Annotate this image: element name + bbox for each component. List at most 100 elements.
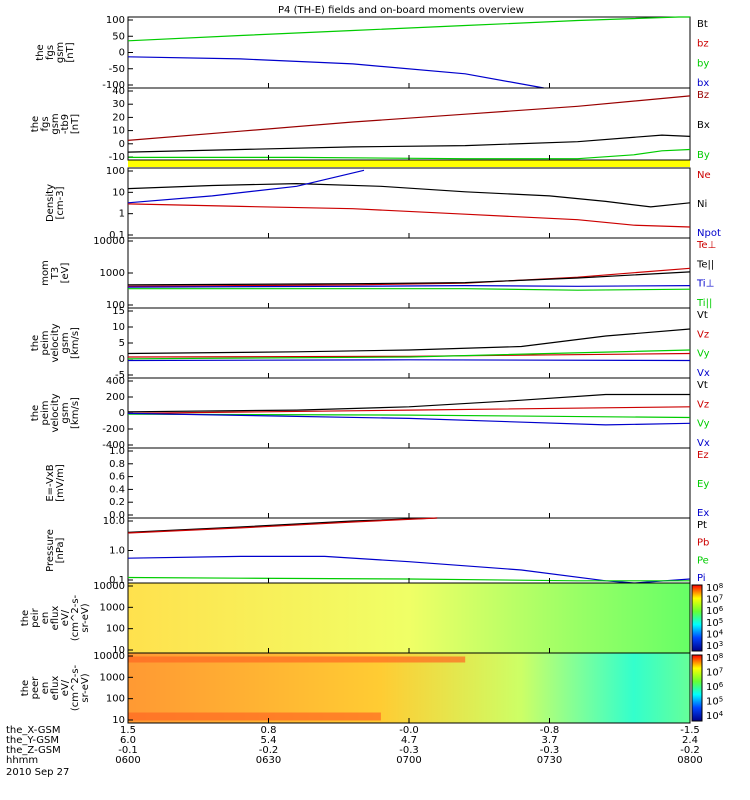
x-row-value: 1.5 <box>120 725 136 736</box>
y-tick-label: 1000 <box>100 602 125 613</box>
y-tick-label: 20 <box>112 112 125 123</box>
legend-entry: Bz <box>697 90 709 101</box>
y-tick-label: 10000 <box>93 651 125 662</box>
date-label: 2010 Sep 27 <box>6 767 69 778</box>
x-axis-ephemeris: the_X-GSM 1.5 0.8 -0.0 -0.8 -1.5 the_Y-GSM 6.0 5… <box>6 725 703 766</box>
panel-4: 10000 1000 100 momT3[eV] Te⊥ Te|| Ti⊥ Ti|| <box>40 236 716 311</box>
x-row-value: 4.7 <box>401 735 417 746</box>
series-Vx <box>127 412 691 426</box>
y-tick-label: -50 <box>109 64 125 75</box>
y-axis-label: thepeimvelocitygsm[km/s] <box>30 393 81 432</box>
legend-entry: Vy <box>697 419 710 430</box>
series-bx <box>127 56 545 89</box>
y-tick-label: 0 <box>119 408 125 419</box>
y-tick-label: 30 <box>112 99 125 110</box>
legend-entry: Vt <box>697 310 708 321</box>
x-row-label: the_Z-GSM <box>6 745 61 756</box>
legend-entry: Ex <box>697 508 709 519</box>
legend-entry: Vy <box>697 349 710 360</box>
series-Vx <box>127 359 691 362</box>
y-axis-label: E=-VxB[mV/m] <box>45 464 66 502</box>
heatmap-area <box>128 583 690 653</box>
panel-frame <box>127 87 691 161</box>
legend-entry: Pe <box>697 555 709 566</box>
heatmap-band <box>128 656 466 663</box>
x-row-value: 0730 <box>537 755 562 766</box>
x-row-value: 6.0 <box>120 735 136 746</box>
y-tick-label: 100 <box>106 166 125 177</box>
x-row-value: 0630 <box>256 755 281 766</box>
panel-8: 10.0 1.0 0.1 Pressure[nPa] Pt Pb Pe Pi <box>45 516 709 586</box>
y-tick-label: 0 <box>119 354 125 365</box>
legend-entry: Te|| <box>696 259 714 270</box>
colorbar-tick-label: 107 <box>706 667 723 679</box>
x-row-value: -0.2 <box>680 745 700 756</box>
y-tick-label: 100 <box>106 300 125 311</box>
x-row-value: 0600 <box>115 755 140 766</box>
y-tick-label: 10 <box>112 645 125 656</box>
x-row-value: 5.4 <box>261 735 277 746</box>
y-tick-label: 0 <box>119 48 125 59</box>
x-row-value: 3.7 <box>542 735 558 746</box>
y-tick-label: 200 <box>106 392 125 403</box>
legend-entry: Te⊥ <box>696 240 716 251</box>
y-tick-label: 0.2 <box>109 497 125 508</box>
legend-entry: Pt <box>697 520 707 531</box>
panel-frame <box>127 167 691 239</box>
legend-entry: bz <box>697 39 709 50</box>
y-tick-label: -400 <box>102 440 125 451</box>
y-tick-label: 0.4 <box>109 484 125 495</box>
x-row-value: -0.1 <box>118 745 138 756</box>
colorbar-tick-label: 106 <box>706 605 724 617</box>
y-tick-label: 0.6 <box>109 472 125 483</box>
series-Vt <box>127 328 691 355</box>
legend-entry: bx <box>697 78 709 89</box>
y-tick-label: 10 <box>112 187 125 198</box>
legend-entry: By <box>697 150 710 161</box>
y-tick-label: 1.0 <box>109 446 125 457</box>
y-tick-label: 10000 <box>93 581 125 592</box>
y-tick-label: 0 <box>119 139 125 150</box>
series-Npot <box>127 169 365 204</box>
legend-entry: Vz <box>697 329 709 340</box>
panels: 100500-50-100thefgsgsm[nT]Btbzbybx403020… <box>20 15 724 726</box>
colorbar-tick-label: 104 <box>706 628 724 640</box>
y-tick-label: 1000 <box>100 672 125 683</box>
panel-3: 100 10 1 0.1 Density[cm-3] Ne Ni Npot <box>45 166 721 241</box>
x-row-value: -0.2 <box>259 745 279 756</box>
x-row-value: 0700 <box>396 755 421 766</box>
x-row-value: -0.3 <box>540 745 560 756</box>
x-row-value: -0.8 <box>540 725 560 736</box>
series-Ti⊥ <box>127 284 691 288</box>
panel-frame <box>127 307 691 379</box>
y-tick-label: 100 <box>106 624 125 635</box>
y-axis-label: thefgsgsm-tb9[nT] <box>30 113 81 134</box>
series-Ni <box>127 182 691 208</box>
colorbar-tick-label: 104 <box>706 710 724 722</box>
x-row-label: the_Y-GSM <box>6 735 59 746</box>
panel-6: 400 200 0 -200 -400 thepeimvelocitygsm[km/s] V… <box>30 376 710 451</box>
legend-entry: Ey <box>697 479 709 490</box>
colorbar-tick-label: 105 <box>706 617 723 629</box>
series-Pb <box>127 517 438 534</box>
y-tick-label: 10000 <box>93 236 125 247</box>
y-axis-label: thepeimvelocitygsm[km/s] <box>30 323 81 362</box>
colorbar <box>691 584 703 652</box>
panel-2: 40 30 20 10 0 -10 thefgsgsm-tb9[nT] Bz Bx By <box>30 86 710 163</box>
spacer-stripe <box>128 160 690 167</box>
legend-entry: Ti⊥ <box>696 279 714 290</box>
figure-title: P4 (TH-E) fields and on-board moments ov… <box>278 5 524 16</box>
y-axis-label: thefgsgsm[nT] <box>35 42 76 63</box>
legend-entry: Pb <box>697 538 709 549</box>
colorbar-tick-label: 107 <box>706 594 723 606</box>
panel-5: 15 10 5 0 -5 thepeimvelocitygsm[km/s] Vt Vz Vy Vx <box>30 306 710 381</box>
panel-7: 1.0 0.8 0.60.4 0.2 0.0 E=-VxB[mV/m] Ez Ey Ex <box>45 446 709 521</box>
heatmap-band <box>128 712 381 721</box>
y-tick-label: 0.1 <box>109 230 125 241</box>
y-tick-label: 100 <box>106 694 125 705</box>
x-row-label: hhmm <box>6 755 38 766</box>
x-row-value: -0.3 <box>399 745 419 756</box>
y-tick-label: 5 <box>119 338 125 349</box>
series-Vy <box>127 349 691 360</box>
panel-10: 108 107 106 105 104 10000 1000 100 10 thepeerenef… <box>20 651 724 726</box>
